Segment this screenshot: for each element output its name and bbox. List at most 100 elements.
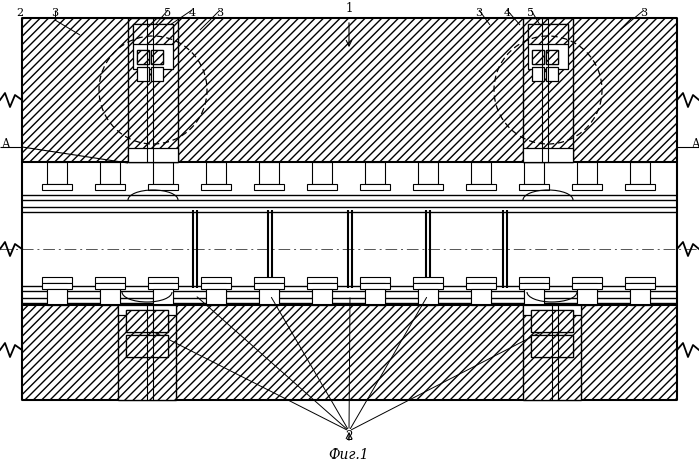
Text: Фиг.1: Фиг.1 bbox=[329, 448, 369, 462]
Bar bbox=[418, 289, 438, 305]
Bar bbox=[471, 283, 491, 305]
Bar bbox=[126, 310, 168, 332]
Bar bbox=[625, 283, 655, 289]
Bar bbox=[577, 289, 597, 305]
Bar bbox=[151, 50, 163, 64]
Bar bbox=[206, 289, 226, 305]
Bar bbox=[466, 283, 496, 289]
Bar bbox=[201, 283, 231, 289]
Bar bbox=[137, 67, 149, 81]
Bar bbox=[307, 283, 337, 289]
Bar bbox=[95, 277, 125, 283]
Bar bbox=[532, 67, 544, 81]
Bar bbox=[201, 184, 231, 190]
Bar bbox=[22, 162, 677, 305]
Bar bbox=[128, 148, 178, 162]
Bar bbox=[259, 162, 279, 184]
Bar bbox=[546, 67, 558, 81]
Bar bbox=[577, 162, 597, 184]
Bar bbox=[153, 289, 173, 305]
Text: 4: 4 bbox=[503, 8, 510, 18]
Bar bbox=[523, 305, 581, 315]
Bar bbox=[100, 283, 120, 305]
Bar bbox=[360, 283, 390, 289]
Text: 2: 2 bbox=[345, 431, 353, 444]
Bar bbox=[137, 50, 149, 64]
Bar bbox=[466, 184, 496, 190]
Bar bbox=[118, 305, 176, 315]
Bar bbox=[42, 283, 72, 289]
Bar bbox=[528, 24, 568, 69]
Bar bbox=[22, 305, 677, 400]
Bar bbox=[206, 283, 226, 305]
Bar bbox=[418, 283, 438, 305]
Text: 3: 3 bbox=[640, 8, 647, 18]
Bar bbox=[22, 18, 677, 162]
Bar bbox=[151, 67, 163, 81]
Text: 2: 2 bbox=[17, 8, 24, 18]
Bar bbox=[100, 289, 120, 305]
Bar bbox=[546, 50, 558, 64]
Bar bbox=[153, 283, 173, 305]
Bar bbox=[42, 184, 72, 190]
Bar bbox=[312, 289, 332, 305]
Bar bbox=[126, 335, 168, 357]
Bar bbox=[413, 184, 443, 190]
Bar bbox=[95, 184, 125, 190]
Bar bbox=[471, 289, 491, 305]
Bar bbox=[206, 162, 226, 184]
Bar bbox=[128, 18, 178, 162]
Bar bbox=[126, 310, 168, 332]
Bar bbox=[307, 184, 337, 190]
Text: A: A bbox=[691, 139, 699, 152]
Bar bbox=[148, 277, 178, 283]
Bar bbox=[531, 335, 573, 357]
Bar bbox=[201, 277, 231, 283]
Bar bbox=[524, 283, 544, 305]
Bar bbox=[531, 310, 573, 332]
Bar bbox=[22, 18, 677, 400]
Bar bbox=[413, 277, 443, 283]
Text: 5: 5 bbox=[528, 8, 535, 18]
Bar bbox=[466, 277, 496, 283]
Bar bbox=[254, 277, 284, 283]
Text: 3: 3 bbox=[475, 8, 482, 18]
Bar bbox=[47, 162, 67, 184]
Bar bbox=[630, 283, 650, 305]
Bar bbox=[625, 184, 655, 190]
Bar bbox=[531, 335, 573, 357]
Bar bbox=[100, 162, 120, 184]
Bar bbox=[546, 50, 558, 64]
Bar bbox=[572, 277, 602, 283]
Bar bbox=[630, 289, 650, 305]
Bar bbox=[42, 277, 72, 283]
Bar bbox=[153, 162, 173, 184]
Bar bbox=[523, 18, 573, 162]
Bar bbox=[365, 289, 385, 305]
Bar bbox=[259, 283, 279, 305]
Bar bbox=[572, 184, 602, 190]
Bar bbox=[137, 50, 149, 64]
Bar bbox=[524, 162, 544, 184]
Bar bbox=[133, 24, 173, 44]
Bar bbox=[519, 283, 549, 289]
Bar bbox=[133, 24, 173, 69]
Bar bbox=[148, 184, 178, 190]
Bar bbox=[531, 310, 573, 332]
Bar bbox=[148, 283, 178, 289]
Bar bbox=[418, 162, 438, 184]
Bar bbox=[151, 50, 163, 64]
Bar bbox=[630, 162, 650, 184]
Bar bbox=[524, 289, 544, 305]
Bar bbox=[528, 24, 568, 44]
Bar bbox=[523, 305, 581, 400]
Bar bbox=[360, 277, 390, 283]
Bar bbox=[259, 289, 279, 305]
Bar bbox=[519, 277, 549, 283]
Text: A: A bbox=[1, 139, 10, 152]
Bar bbox=[365, 162, 385, 184]
Bar bbox=[519, 184, 549, 190]
Bar bbox=[471, 162, 491, 184]
Bar bbox=[312, 162, 332, 184]
Text: 3: 3 bbox=[217, 8, 224, 18]
